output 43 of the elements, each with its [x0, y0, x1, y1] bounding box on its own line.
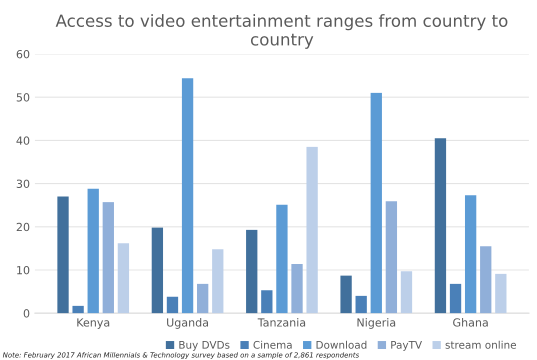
bar	[340, 276, 352, 314]
chart-title: Access to video entertainment ranges from country to country	[56, 14, 508, 49]
bar	[291, 264, 303, 314]
legend-label: Cinema	[253, 340, 292, 349]
bar	[88, 188, 99, 314]
bar	[400, 271, 412, 314]
x-tick-label: Uganda	[167, 318, 208, 329]
x-tick-label: Tanzania	[258, 318, 306, 327]
bar	[480, 246, 492, 314]
bar	[386, 201, 398, 314]
x-tick-label: Ghana	[453, 318, 488, 327]
bar	[261, 290, 272, 314]
y-tick-label: 60	[16, 50, 30, 58]
bar	[370, 92, 382, 314]
bar	[182, 78, 194, 314]
bar	[72, 306, 84, 314]
legend-label: PayTV	[391, 341, 422, 351]
legend-label: Download	[316, 340, 366, 349]
bar	[166, 296, 178, 314]
y-tick-label: 20	[16, 222, 30, 232]
y-tick-label: 50	[16, 93, 30, 102]
bar	[197, 284, 208, 314]
x-tick-label: Kenya	[77, 318, 110, 329]
bar	[57, 196, 69, 314]
y-tick-label: 0	[24, 309, 30, 318]
bar	[212, 249, 224, 314]
y-tick-label: 40	[16, 136, 30, 145]
x-tick-label: Nigeria	[357, 318, 396, 329]
bar	[118, 243, 130, 314]
legend-label: Buy DVDs	[179, 341, 230, 351]
legend-label: stream online	[446, 340, 516, 349]
bar	[434, 138, 446, 314]
bar	[102, 202, 114, 314]
bar	[464, 195, 476, 314]
bar	[152, 228, 164, 314]
bar	[246, 230, 258, 314]
y-tick-label: 10	[17, 266, 30, 274]
bar	[495, 274, 506, 314]
bar	[450, 284, 462, 314]
bar	[276, 204, 288, 314]
bar	[306, 146, 318, 314]
bar	[356, 296, 367, 314]
y-tick-label: 30	[16, 180, 30, 188]
